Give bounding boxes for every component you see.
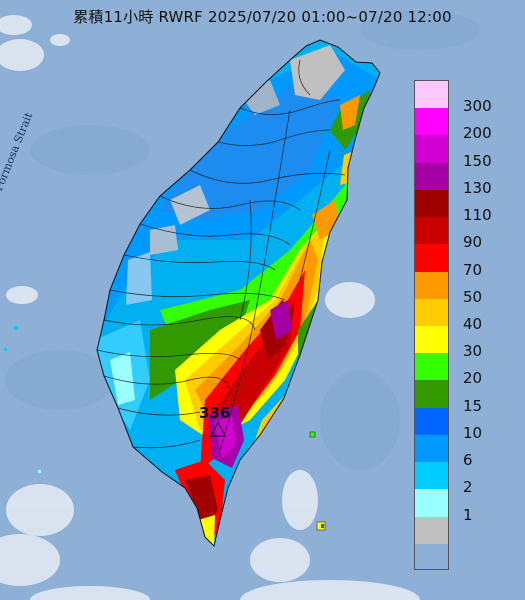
legend-swatch (415, 489, 448, 517)
legend-swatch (415, 244, 448, 272)
legend-label: 50 (463, 287, 483, 306)
legend-swatch (415, 353, 448, 381)
sea-texture (5, 10, 480, 470)
legend-label: 150 (463, 151, 492, 170)
legend-label: 70 (463, 260, 483, 279)
map-title: 累積11小時 RWRF 2025/07/20 01:00~07/20 12:00 (73, 8, 452, 26)
cloud-patches (0, 15, 420, 600)
legend-label: 300 (463, 97, 492, 116)
legend-label: 30 (463, 342, 483, 361)
max-value-label: 336 (199, 404, 231, 422)
legend-label: 2 (463, 478, 473, 497)
legend-swatch (415, 135, 448, 163)
legend-label: 90 (463, 233, 483, 252)
legend-swatch (415, 380, 448, 408)
legend-label: 1 (463, 505, 473, 524)
legend-swatch (415, 108, 448, 136)
legend-swatch (415, 298, 448, 326)
legend-swatch (415, 407, 448, 435)
legend-swatch (415, 81, 448, 109)
legend-label: 40 (463, 314, 483, 333)
legend-label: 10 (463, 423, 483, 442)
county-boundaries (96, 59, 346, 451)
legend-label: 200 (463, 124, 492, 143)
outlying-islands (4, 326, 326, 531)
legend-swatch (415, 325, 448, 354)
legend-swatch (415, 189, 448, 218)
max-value-triangle-icon (210, 420, 226, 437)
legend-label: 110 (463, 206, 492, 225)
legend-swatch (415, 516, 448, 544)
legend-label: 6 (463, 451, 473, 470)
rainfall-legend (414, 80, 449, 570)
legend-label: 15 (463, 396, 483, 415)
legend-swatch (415, 462, 448, 490)
legend-swatch (415, 434, 448, 463)
legend-label: 20 (463, 369, 483, 388)
legend-swatch (415, 162, 448, 190)
legend-swatch (415, 217, 448, 245)
legend-swatch (415, 271, 448, 299)
legend-label: 130 (463, 178, 492, 197)
island-outline (96, 39, 381, 547)
